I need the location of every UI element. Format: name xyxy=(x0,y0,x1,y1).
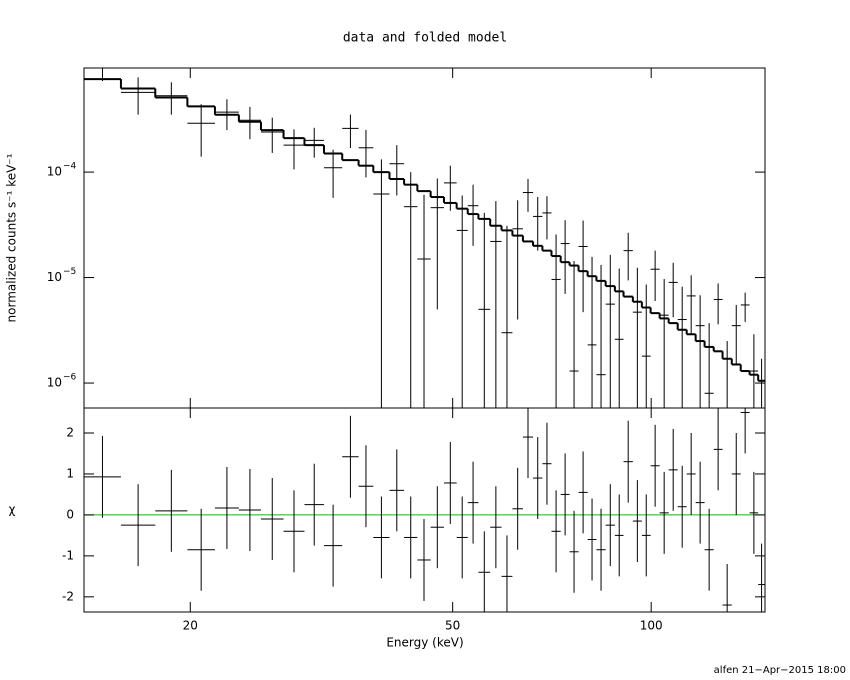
y-tick-label: -1 xyxy=(62,548,74,562)
y-tick-label: 0 xyxy=(66,507,74,521)
y-tick-label: 2 xyxy=(66,425,74,439)
x-tick-label: 20 xyxy=(183,619,198,633)
y-axis-label: χ xyxy=(9,503,16,517)
y-tick-exponent: −4 xyxy=(63,162,77,172)
footer: alfen 21−Apr−2015 18:00 xyxy=(714,665,846,676)
x-tick-label: 100 xyxy=(640,619,663,633)
y-tick-exponent: −5 xyxy=(63,267,76,277)
x-axis-label: Energy (keV) xyxy=(386,636,463,650)
residual-plot xyxy=(84,408,765,612)
chart-title: data and folded model xyxy=(343,31,507,46)
x-tick-label: 50 xyxy=(445,619,460,633)
top-plot xyxy=(84,68,765,408)
y-tick-label: 10 xyxy=(47,165,62,179)
model-step-riser xyxy=(119,79,760,381)
y-tick-label: 10 xyxy=(47,270,62,284)
y-axis-label: normalized counts s⁻¹ keV⁻¹ xyxy=(5,153,19,322)
y-tick-exponent: −6 xyxy=(63,373,77,383)
y-tick-label: -2 xyxy=(62,589,74,603)
y-tick-label: 10 xyxy=(47,376,62,390)
y-tick-label: 1 xyxy=(66,466,74,480)
